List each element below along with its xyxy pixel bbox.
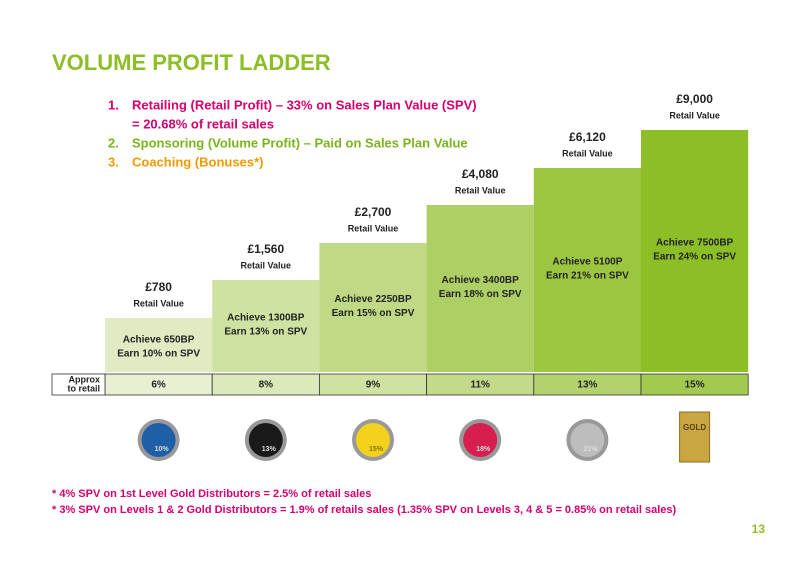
badge-label: 13% xyxy=(262,446,277,453)
step-text: Earn 15% on SPV xyxy=(332,308,415,319)
badge xyxy=(679,411,711,463)
list-number: 3. xyxy=(108,154,119,169)
step-text: Achieve 1300BP xyxy=(227,313,305,324)
badge-inner xyxy=(463,423,498,457)
step xyxy=(533,168,641,372)
step-text: Earn 10% on SPV xyxy=(117,349,200,360)
list-text: Sponsoring (Volume Profit) – Paid on Sal… xyxy=(132,135,468,150)
step-caption: Retail Value xyxy=(455,185,506,195)
step-caption: Retail Value xyxy=(348,223,399,233)
approx-label: to retail xyxy=(67,383,100,393)
step-text: Achieve 5100P xyxy=(552,257,622,268)
list-text: Coaching (Bonuses*) xyxy=(132,154,263,169)
badge-label: 18% xyxy=(476,446,491,453)
approx-value: 6% xyxy=(151,380,166,391)
badge-label: 10% xyxy=(155,446,170,453)
step xyxy=(319,243,427,372)
badge-label: 15% xyxy=(369,446,384,453)
list-text: Retailing (Retail Profit) – 33% on Sales… xyxy=(132,97,477,112)
approx-label: Approx xyxy=(69,374,101,384)
badge-inner xyxy=(141,423,176,457)
step-value: £780 xyxy=(145,280,172,294)
step-text: Achieve 650BP xyxy=(123,335,195,346)
step-caption: Retail Value xyxy=(562,148,613,158)
list-number: 1. xyxy=(108,97,119,112)
step xyxy=(105,318,213,372)
approx-label-cell xyxy=(51,373,106,396)
badge-inner xyxy=(248,423,283,457)
step-text: Achieve 7500BP xyxy=(656,238,734,249)
step-value: £2,700 xyxy=(355,205,392,219)
step-text: Achieve 3400BP xyxy=(442,275,520,286)
step-text: Earn 21% on SPV xyxy=(546,271,629,282)
approx-value: 15% xyxy=(685,380,705,391)
badge-inner xyxy=(570,423,605,457)
step-text: Earn 18% on SPV xyxy=(439,289,522,300)
step-value: £4,080 xyxy=(462,167,499,181)
step-value: £9,000 xyxy=(676,92,713,106)
step-text: Achieve 2250BP xyxy=(334,294,412,305)
page-number: 13 xyxy=(752,522,766,536)
approx-value: 9% xyxy=(366,380,381,391)
step-caption: Retail Value xyxy=(133,298,184,308)
step-caption: Retail Value xyxy=(241,260,292,270)
approx-value: 11% xyxy=(470,380,490,391)
step-caption: Retail Value xyxy=(669,110,720,120)
badge-label: GOLD xyxy=(683,423,706,432)
step-text: Earn 13% on SPV xyxy=(224,327,307,338)
title: VOLUME PROFIT LADDER xyxy=(52,50,331,75)
step xyxy=(426,205,534,372)
badge-inner xyxy=(356,423,390,457)
step xyxy=(641,130,749,372)
list-text: = 20.68% of retail sales xyxy=(132,116,274,131)
approx-cell xyxy=(640,373,749,396)
step-value: £6,120 xyxy=(569,130,606,144)
step-text: Earn 24% on SPV xyxy=(653,252,736,263)
approx-value: 13% xyxy=(577,380,597,391)
step-value: £1,560 xyxy=(247,242,284,256)
footnote: * 4% SPV on 1st Level Gold Distributors … xyxy=(52,488,371,500)
badge-label: 21% xyxy=(583,446,598,453)
footnote: * 3% SPV on Levels 1 & 2 Gold Distributo… xyxy=(52,504,677,516)
approx-value: 8% xyxy=(259,380,274,391)
step xyxy=(212,280,320,372)
list-number: 2. xyxy=(108,135,119,150)
